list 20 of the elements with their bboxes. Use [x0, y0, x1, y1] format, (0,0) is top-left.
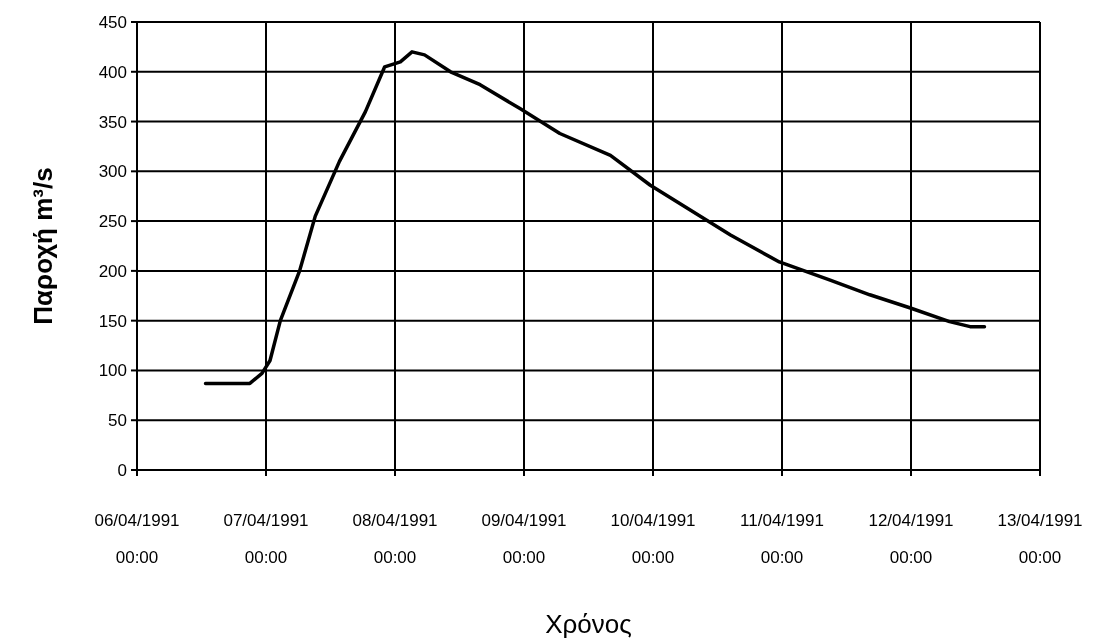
- x-tick-label: 11/04/1991 00:00: [740, 511, 824, 567]
- y-tick-label: 300: [98, 162, 127, 182]
- y-tick-label: 50: [108, 411, 127, 431]
- x-axis-title: Χρόνος: [545, 609, 632, 639]
- x-tick-label: 06/04/1991 00:00: [94, 511, 180, 567]
- y-tick-label: 250: [98, 212, 127, 232]
- x-tick-label: 08/04/1991 00:00: [352, 511, 438, 567]
- x-tick-label: 10/04/1991 00:00: [610, 511, 696, 567]
- y-tick-label: 400: [98, 62, 127, 82]
- x-tick-label: 13/04/1991 00:00: [997, 511, 1083, 567]
- y-tick-label: 200: [98, 261, 127, 281]
- x-tick-label: 09/04/1991 00:00: [481, 511, 567, 567]
- y-tick-label: 100: [98, 361, 127, 381]
- x-tick-label: 12/04/1991 00:00: [868, 511, 954, 567]
- y-tick-label: 450: [98, 12, 127, 32]
- y-axis-title: Παροχή m³/s: [28, 167, 58, 325]
- y-tick-label: 350: [98, 112, 127, 132]
- y-tick-label: 150: [98, 311, 127, 331]
- y-tick-label: 0: [117, 460, 127, 480]
- x-tick-label: 07/04/1991 00:00: [223, 511, 309, 567]
